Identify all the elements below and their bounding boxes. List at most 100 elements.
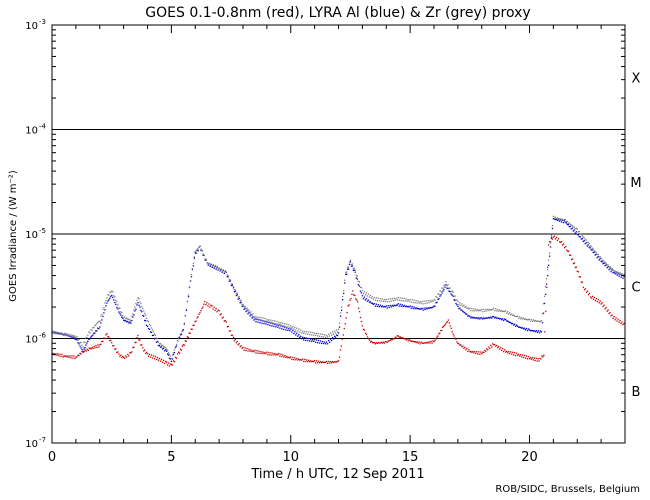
- data-point: [107, 336, 109, 338]
- data-point: [535, 320, 538, 322]
- data-point: [394, 299, 396, 301]
- data-point: [387, 340, 389, 342]
- data-point: [498, 317, 500, 319]
- data-point: [389, 339, 391, 341]
- data-point: [491, 346, 493, 348]
- data-point: [452, 291, 454, 293]
- data-point: [476, 351, 478, 353]
- data-point: [328, 341, 331, 343]
- data-point: [339, 349, 342, 351]
- data-point: [65, 355, 67, 357]
- data-point: [371, 342, 374, 344]
- data-point: [487, 317, 489, 319]
- data-point: [308, 337, 310, 340]
- data-point: [283, 356, 285, 358]
- data-point: [168, 353, 171, 355]
- data-point: [308, 359, 310, 362]
- data-point: [340, 306, 343, 308]
- data-point: [96, 330, 98, 332]
- data-point: [507, 311, 509, 313]
- data-point: [516, 354, 519, 356]
- data-point: [585, 291, 588, 293]
- data-point: [473, 308, 475, 310]
- data-point: [164, 349, 167, 351]
- data-point: [156, 340, 159, 343]
- data-point: [223, 320, 225, 322]
- data-point: [337, 360, 340, 362]
- data-point: [471, 351, 473, 353]
- data-point: [356, 299, 358, 301]
- data-point: [345, 271, 347, 274]
- data-point: [398, 305, 400, 307]
- data-point: [564, 219, 567, 221]
- data-point: [423, 300, 425, 302]
- data-point: [589, 247, 591, 249]
- data-point: [84, 346, 86, 349]
- data-point: [270, 319, 272, 321]
- data-point: [262, 320, 264, 322]
- data-point: [460, 344, 462, 346]
- data-point: [334, 336, 337, 338]
- data-point: [336, 334, 339, 337]
- data-point: [324, 336, 327, 338]
- data-point: [175, 345, 178, 347]
- data-point: [620, 276, 622, 278]
- data-point: [99, 326, 101, 328]
- data-point: [156, 356, 159, 359]
- data-point: [375, 297, 378, 299]
- data-point: [357, 301, 359, 303]
- data-point: [436, 296, 438, 299]
- data-point: [90, 348, 92, 350]
- data-point: [291, 331, 293, 333]
- data-point: [292, 356, 294, 359]
- data-point: [104, 309, 106, 311]
- data-point: [116, 306, 118, 309]
- data-point: [514, 315, 517, 318]
- data-point: [83, 350, 85, 353]
- data-point: [233, 340, 236, 342]
- data-point: [298, 328, 300, 330]
- data-point: [414, 307, 416, 310]
- data-point: [410, 301, 412, 303]
- data-point: [193, 324, 195, 326]
- y-tick-label: 10: [25, 230, 38, 241]
- data-point: [244, 347, 246, 349]
- data-point: [147, 355, 150, 357]
- data-point: [418, 308, 420, 310]
- data-point: [548, 244, 550, 246]
- data-point: [333, 361, 336, 363]
- data-point: [267, 354, 269, 356]
- data-point: [286, 323, 288, 325]
- data-point: [161, 344, 164, 347]
- data-point: [430, 340, 432, 343]
- data-point: [391, 297, 393, 300]
- data-point: [568, 226, 570, 228]
- data-point: [294, 326, 296, 329]
- data-point: [80, 347, 82, 349]
- data-point: [139, 339, 141, 341]
- data-point: [316, 360, 318, 362]
- data-point: [396, 299, 398, 301]
- data-point: [86, 348, 88, 350]
- data-point: [139, 306, 141, 308]
- data-point: [214, 264, 216, 267]
- data-point: [407, 306, 409, 308]
- data-point: [230, 283, 233, 285]
- data-point: [320, 336, 323, 338]
- data-point: [53, 333, 55, 335]
- data-point: [548, 255, 551, 257]
- data-point: [504, 349, 506, 351]
- data-point: [568, 250, 570, 252]
- data-point: [478, 310, 480, 312]
- data-point: [97, 321, 99, 324]
- data-point: [79, 345, 81, 347]
- data-point: [145, 351, 148, 353]
- data-point: [163, 362, 166, 365]
- data-point: [317, 335, 319, 337]
- data-point: [573, 262, 576, 264]
- data-point: [617, 318, 619, 320]
- data-point: [143, 310, 145, 312]
- data-point: [548, 259, 550, 261]
- data-point: [447, 319, 450, 321]
- data-point: [613, 271, 615, 273]
